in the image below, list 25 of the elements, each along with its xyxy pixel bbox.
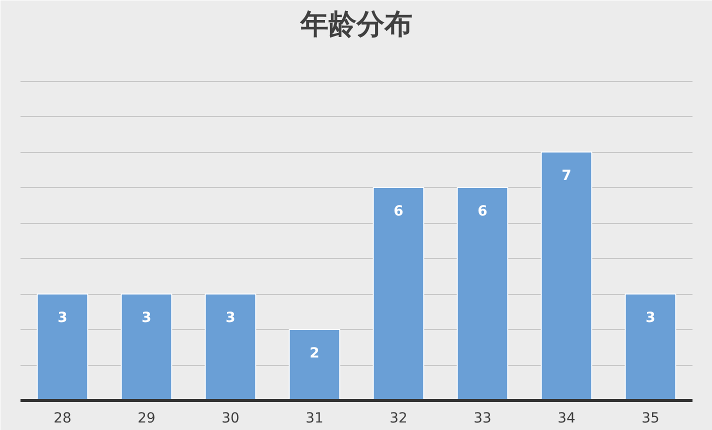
bar — [624, 294, 676, 400]
data-label: 6 — [394, 204, 404, 220]
bar — [456, 187, 508, 400]
data-label: 3 — [142, 310, 152, 326]
x-tick-label: 34 — [558, 410, 576, 426]
x-tick-label: 31 — [306, 410, 324, 426]
data-label: 6 — [478, 204, 488, 220]
bar — [288, 329, 340, 400]
x-tick-label: 29 — [138, 410, 156, 426]
bar — [372, 187, 424, 400]
x-tick-label: 30 — [222, 410, 240, 426]
x-tick-label: 35 — [642, 410, 660, 426]
x-tick-label: 28 — [54, 410, 72, 426]
data-label: 3 — [646, 310, 656, 326]
x-tick-label: 32 — [390, 410, 408, 426]
data-label: 2 — [310, 346, 320, 362]
data-label: 3 — [58, 310, 68, 326]
data-label: 7 — [562, 168, 572, 184]
bar — [204, 294, 256, 400]
x-tick-label: 33 — [474, 410, 492, 426]
bar — [540, 152, 592, 400]
bar — [36, 294, 88, 400]
data-label: 3 — [226, 310, 236, 326]
bar — [120, 294, 172, 400]
chart-title: 年龄分布 — [300, 8, 412, 40]
